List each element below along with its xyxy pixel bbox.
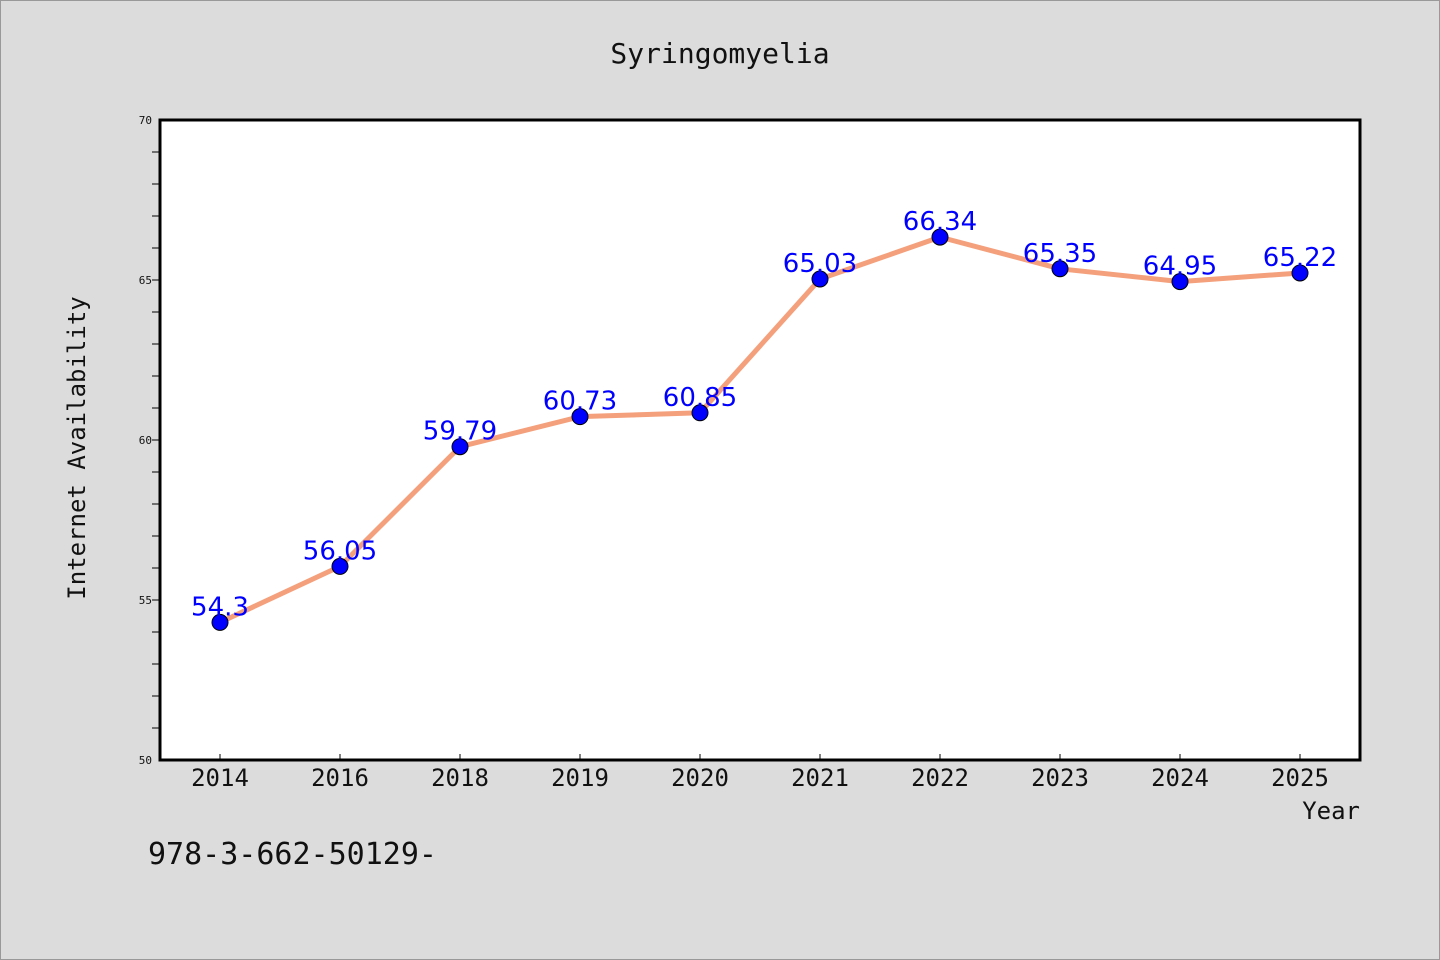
y-axis-label: Internet Availability: [63, 296, 91, 599]
series-group: 54.3 56.05 59.79 60.73 60.85 65.03 66.34 65.35 6…: [191, 207, 1337, 631]
data-point: [211, 613, 229, 631]
data-label: 64.95: [1143, 252, 1217, 282]
data-point: [931, 228, 949, 246]
chart-title: Syringomyelia: [610, 37, 829, 70]
y-axis-ticks: 50 55 60 65 70: [139, 114, 160, 767]
y-tick-label: 70: [139, 114, 152, 127]
x-tick-label: 2020: [671, 764, 729, 792]
x-tick-label: 2018: [431, 764, 489, 792]
data-label: 65.03: [783, 249, 857, 279]
data-point: [331, 557, 349, 575]
data-label: 65.22: [1263, 243, 1337, 273]
data-point: [811, 270, 829, 288]
data-label: 66.34: [903, 207, 977, 237]
data-label: 59.79: [423, 417, 497, 447]
series-line: [217, 234, 1303, 625]
data-point: [571, 408, 589, 426]
x-axis-label: Year: [1302, 797, 1360, 825]
data-label: 60.85: [663, 383, 737, 413]
plot-area: [158, 118, 1362, 762]
data-point: [451, 438, 469, 456]
x-tick-label: 2014: [191, 764, 249, 792]
y-tick-label: 60: [139, 434, 152, 447]
x-axis-ticks: 2014 2016 2018 2019 2020 2021 2022 2023 2024 2025: [191, 754, 1329, 792]
footer-text: 978-3-662-50129-: [148, 837, 437, 872]
x-tick-label: 2023: [1031, 764, 1089, 792]
data-label: 56.05: [303, 536, 377, 566]
y-tick-label: 50: [139, 754, 152, 767]
y-tick-label: 65: [139, 274, 152, 287]
data-point: [1171, 273, 1189, 291]
x-tick-label: 2019: [551, 764, 609, 792]
x-tick-label: 2021: [791, 764, 849, 792]
data-label: 54.3: [191, 592, 249, 622]
x-tick-label: 2024: [1151, 764, 1209, 792]
x-tick-label: 2022: [911, 764, 969, 792]
x-tick-label: 2025: [1271, 764, 1329, 792]
data-point: [1051, 260, 1069, 278]
x-tick-label: 2016: [311, 764, 369, 792]
data-point: [1291, 264, 1309, 282]
y-tick-label: 55: [139, 594, 152, 607]
data-point: [691, 404, 709, 422]
data-label: 60.73: [543, 387, 617, 417]
data-label: 65.35: [1023, 239, 1097, 269]
